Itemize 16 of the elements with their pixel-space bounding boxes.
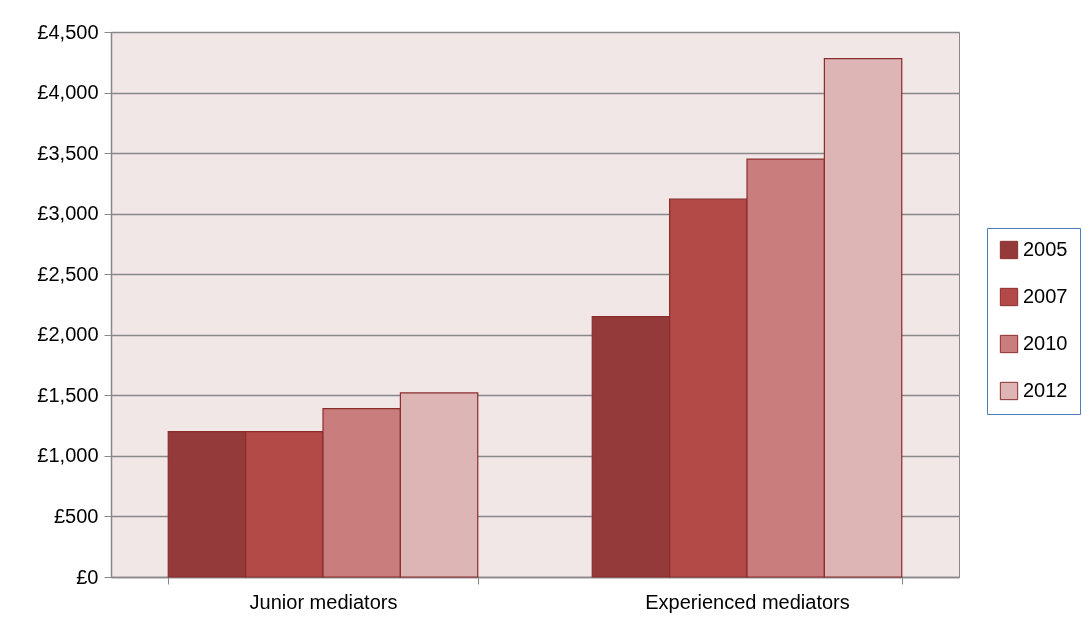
y-tick-label: £3,000 <box>37 202 99 225</box>
y-tick-label: £500 <box>54 504 99 527</box>
y-tick-label: £0 <box>76 565 99 588</box>
legend-label: 2005 <box>1023 238 1068 260</box>
y-tick-label: £1,500 <box>37 383 99 406</box>
y-tick-label: £2,500 <box>37 262 99 285</box>
y-tick-label: £2,000 <box>37 323 99 346</box>
x-tick-label: Junior mediators <box>249 590 398 613</box>
legend-label: 2007 <box>1023 285 1068 307</box>
y-tick-label: £4,000 <box>37 81 99 104</box>
legend-label: 2012 <box>1023 379 1068 401</box>
y-tick-label: £4,500 <box>37 20 99 43</box>
x-tick-label: Experienced mediators <box>645 590 850 613</box>
y-tick-label: £3,500 <box>37 141 99 164</box>
legend-label: 2010 <box>1023 332 1068 354</box>
y-tick-label: £1,000 <box>37 444 99 467</box>
